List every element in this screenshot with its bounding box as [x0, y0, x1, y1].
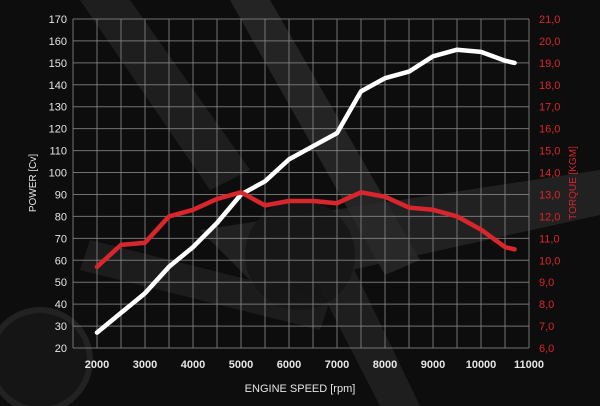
x-tick-label: 3000 — [133, 359, 157, 371]
power-point — [96, 332, 98, 334]
y2-tick-label: 20,0 — [539, 36, 560, 48]
power-point — [514, 62, 516, 64]
y2-tick-label: 17,0 — [539, 102, 560, 114]
y-tick-label: 160 — [49, 36, 67, 48]
x-axis-label: ENGINE SPEED [rpm] — [245, 383, 356, 395]
torque-point — [480, 229, 482, 231]
power-point — [384, 77, 386, 79]
y-tick-label: 100 — [49, 168, 67, 180]
torque-point — [168, 215, 170, 217]
y2-axis-ticks: 6,0 7,0 8,0 9,0 10,0 11,0 12,0 13,0 14,0 15,0 16,0… — [539, 14, 560, 355]
torque-point — [96, 266, 98, 268]
power-point — [336, 132, 338, 134]
y-axis-ticks: 20 30 40 50 60 70 80 90 100 110 120 130 140 150 160 170 — [49, 14, 67, 355]
torque-point — [384, 196, 386, 198]
y-tick-label: 40 — [55, 299, 67, 311]
power-point — [312, 145, 314, 147]
torque-point — [336, 202, 338, 204]
torque-point — [240, 191, 242, 193]
torque-point — [288, 200, 290, 202]
power-point — [288, 158, 290, 160]
x-tick-label: 5000 — [229, 359, 253, 371]
y2-tick-label: 21,0 — [539, 14, 560, 26]
torque-point — [312, 200, 314, 202]
torque-point — [144, 242, 146, 244]
torque-point — [408, 207, 410, 209]
x-tick-label: 7000 — [325, 359, 349, 371]
torque-point — [264, 204, 266, 206]
torque-point — [456, 215, 458, 217]
y-axis-label: POWER [Cv] — [28, 154, 39, 213]
y-tick-label: 80 — [55, 211, 67, 223]
torque-point — [192, 209, 194, 211]
y-tick-label: 90 — [55, 189, 67, 201]
torque-point — [504, 246, 506, 248]
torque-point — [120, 244, 122, 246]
series — [94, 47, 517, 335]
x-tick-label: 6000 — [277, 359, 301, 371]
y-tick-label: 170 — [49, 14, 67, 26]
y2-tick-label: 12,0 — [539, 211, 560, 223]
power-point — [120, 312, 122, 314]
x-tick-label: 9000 — [421, 359, 445, 371]
power-point — [408, 71, 410, 73]
x-tick-label: 10000 — [466, 359, 497, 371]
y2-tick-label: 11,0 — [539, 233, 560, 245]
power-point — [168, 266, 170, 268]
y-tick-label: 140 — [49, 80, 67, 92]
y-tick-label: 50 — [55, 277, 67, 289]
x-tick-label: 4000 — [181, 359, 205, 371]
y2-tick-label: 9,0 — [539, 277, 554, 289]
power-point — [264, 180, 266, 182]
y-tick-label: 30 — [55, 321, 67, 333]
y-tick-label: 60 — [55, 255, 67, 267]
y2-tick-label: 14,0 — [539, 168, 560, 180]
x-tick-label: 11000 — [514, 359, 544, 371]
power-point — [456, 49, 458, 51]
y2-tick-label: 18,0 — [539, 80, 560, 92]
y2-axis-label: TORQUE [KGM] — [568, 146, 579, 220]
x-axis-ticks: 2000 3000 4000 5000 6000 7000 8000 9000 10000 110… — [85, 359, 544, 371]
power-point — [192, 246, 194, 248]
torque-point — [432, 209, 434, 211]
power-point — [216, 222, 218, 224]
power-point — [360, 90, 362, 92]
power-point — [480, 51, 482, 53]
y-tick-label: 20 — [55, 343, 67, 355]
y2-tick-label: 16,0 — [539, 124, 560, 136]
y-tick-label: 130 — [49, 102, 67, 114]
y2-tick-label: 6,0 — [539, 343, 554, 355]
y-tick-label: 70 — [55, 233, 67, 245]
torque-point — [216, 198, 218, 200]
torque-point — [360, 191, 362, 193]
x-tick-label: 2000 — [85, 359, 109, 371]
y2-tick-label: 15,0 — [539, 146, 560, 158]
y-tick-label: 120 — [49, 124, 67, 136]
y-tick-label: 110 — [49, 146, 67, 158]
y2-tick-label: 13,0 — [539, 189, 560, 201]
power-point — [144, 292, 146, 294]
x-tick-label: 8000 — [373, 359, 397, 371]
power-point — [432, 55, 434, 57]
grid — [72, 18, 530, 349]
y-tick-label: 150 — [49, 58, 67, 70]
y2-tick-label: 8,0 — [539, 299, 554, 311]
y2-tick-label: 10,0 — [539, 255, 560, 267]
y2-tick-label: 19,0 — [539, 58, 560, 70]
torque-point — [514, 248, 516, 250]
y2-tick-label: 7,0 — [539, 321, 554, 333]
power-point — [504, 60, 506, 62]
